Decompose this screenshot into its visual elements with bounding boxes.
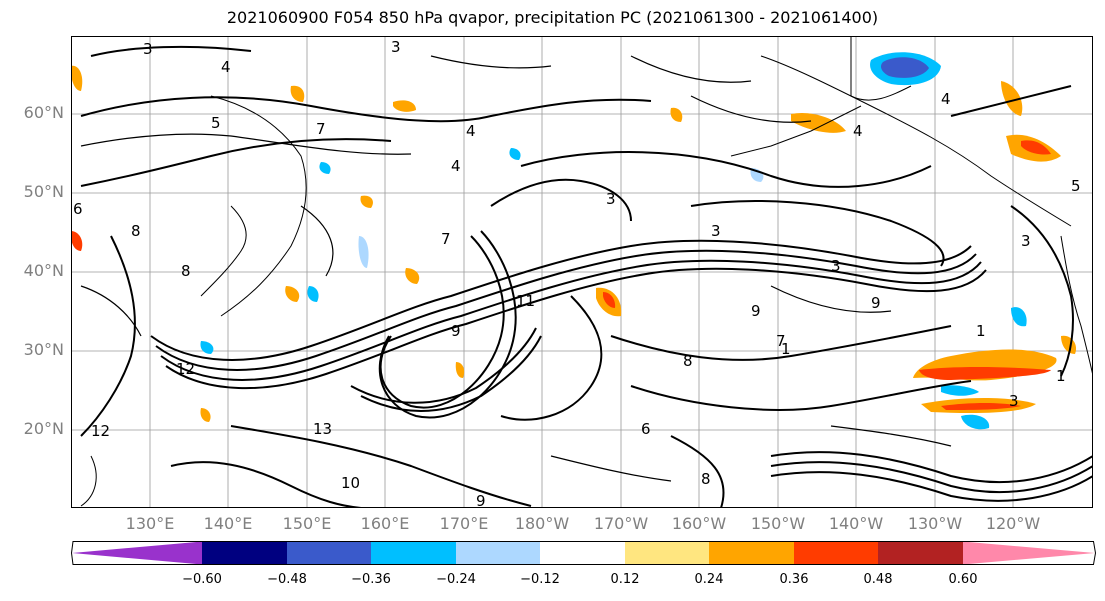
contour-label: 8 xyxy=(131,222,141,240)
lat-label-20n: 20°N xyxy=(23,419,64,438)
map-canvas: 3 4 3 7 5 4 6 4 8 7 8 12 12 3 9 11 9 7 9… xyxy=(71,36,1093,508)
colorbar-tick: −0.12 xyxy=(520,572,560,587)
colorbar-segment xyxy=(963,541,1095,565)
colorbar-tick: 0.36 xyxy=(779,572,809,587)
contour-label: 4 xyxy=(853,122,863,140)
contour-label: 6 xyxy=(73,200,83,218)
map-panel: 3 4 3 7 5 4 6 4 8 7 8 12 12 3 9 11 9 7 9… xyxy=(71,36,1093,508)
lat-label-50n: 50°N xyxy=(23,182,64,201)
contour-label: 3 xyxy=(143,40,153,58)
qvapor-contours xyxy=(80,45,1093,508)
contour-label: 10 xyxy=(341,474,360,492)
contour-label: 3 xyxy=(1021,232,1031,250)
contour-label: 8 xyxy=(683,352,693,370)
contour-label: 7 xyxy=(441,230,451,248)
contour-labels: 3 4 3 7 5 4 6 4 8 7 8 12 12 3 9 11 9 7 9… xyxy=(73,38,1081,508)
map-frame xyxy=(71,36,1093,508)
colorbar-segment xyxy=(794,541,878,565)
lon-label-160w: 160°W xyxy=(671,514,727,533)
contour-label: 4 xyxy=(466,122,476,140)
lon-label-150w: 150°W xyxy=(750,514,806,533)
colorbar-segment xyxy=(878,541,963,565)
lon-label-140e: 140°E xyxy=(203,514,253,533)
contour-label: 4 xyxy=(451,157,461,175)
map-title: 2021060900 F054 850 hPa qvapor, precipit… xyxy=(226,8,879,27)
colorbar-segment xyxy=(625,541,709,565)
colorbar-segment xyxy=(287,541,371,565)
colorbar-tick: 0.48 xyxy=(863,572,893,587)
contour-label: 4 xyxy=(941,90,951,108)
contour-label: 3 xyxy=(391,38,401,56)
colorbar-tick: −0.36 xyxy=(351,572,391,587)
lat-label-30n: 30°N xyxy=(23,340,64,359)
colorbar-tick: 0.12 xyxy=(610,572,640,587)
contour-label: 1 xyxy=(1056,367,1066,385)
lon-label-170e: 170°E xyxy=(439,514,489,533)
colorbar-tick: −0.24 xyxy=(436,572,476,587)
colorbar-tick: −0.60 xyxy=(182,572,222,587)
contour-label: 9 xyxy=(751,302,761,320)
lon-label-150e: 150°E xyxy=(282,514,332,533)
colorbar-tick: 0.24 xyxy=(694,572,724,587)
contour-label: 11 xyxy=(516,292,535,310)
colorbar-segment xyxy=(540,541,625,565)
contour-label: 1 xyxy=(781,340,791,358)
contour-label: 12 xyxy=(91,422,110,440)
contour-label: 3 xyxy=(831,257,841,275)
contour-label: 3 xyxy=(606,190,616,208)
lon-label-160e: 160°E xyxy=(360,514,410,533)
contour-label: 1 xyxy=(976,322,986,340)
lon-label-130w: 130°W xyxy=(907,514,963,533)
contour-label: 5 xyxy=(211,114,221,132)
lon-label-130e: 130°E xyxy=(125,514,175,533)
colorbar xyxy=(71,541,1096,565)
contour-label: 8 xyxy=(701,470,711,488)
lon-label-170w: 170°W xyxy=(593,514,649,533)
lat-label-60n: 60°N xyxy=(23,103,64,122)
contour-label: 9 xyxy=(451,322,461,340)
coastlines xyxy=(80,36,1093,507)
colorbar-segment xyxy=(202,541,287,565)
colorbar-segment xyxy=(371,541,456,565)
lon-label-140w: 140°W xyxy=(828,514,884,533)
lon-label-120w: 120°W xyxy=(985,514,1041,533)
lat-label-40n: 40°N xyxy=(23,261,64,280)
contour-label: 9 xyxy=(871,294,881,312)
colorbar-segment xyxy=(72,541,202,565)
contour-label: 4 xyxy=(221,58,231,76)
contour-label: 6 xyxy=(641,420,651,438)
colorbar-segment xyxy=(456,541,540,565)
contour-label: 7 xyxy=(776,332,786,350)
contour-label: 13 xyxy=(313,420,332,438)
contour-label: 3 xyxy=(711,222,721,240)
colorbar-tick: 0.60 xyxy=(948,572,978,587)
contour-label: 7 xyxy=(316,120,326,138)
contour-label: 5 xyxy=(1071,177,1081,195)
lon-label-180w: 180°W xyxy=(514,514,570,533)
colorbar-segment xyxy=(709,541,794,565)
gridlines xyxy=(71,36,1093,508)
contour-label: 8 xyxy=(181,262,191,280)
contour-label: 12 xyxy=(176,360,195,378)
precipitation-shading xyxy=(71,52,1077,430)
contour-label: 9 xyxy=(476,492,486,508)
contour-label: 3 xyxy=(1009,392,1019,410)
colorbar-tick: −0.48 xyxy=(267,572,307,587)
qvapor-contours-fine xyxy=(80,55,952,482)
